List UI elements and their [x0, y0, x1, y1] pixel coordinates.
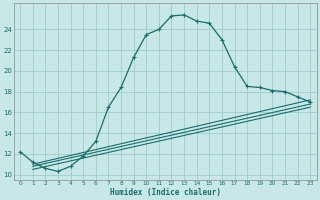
X-axis label: Humidex (Indice chaleur): Humidex (Indice chaleur) [110, 188, 221, 197]
